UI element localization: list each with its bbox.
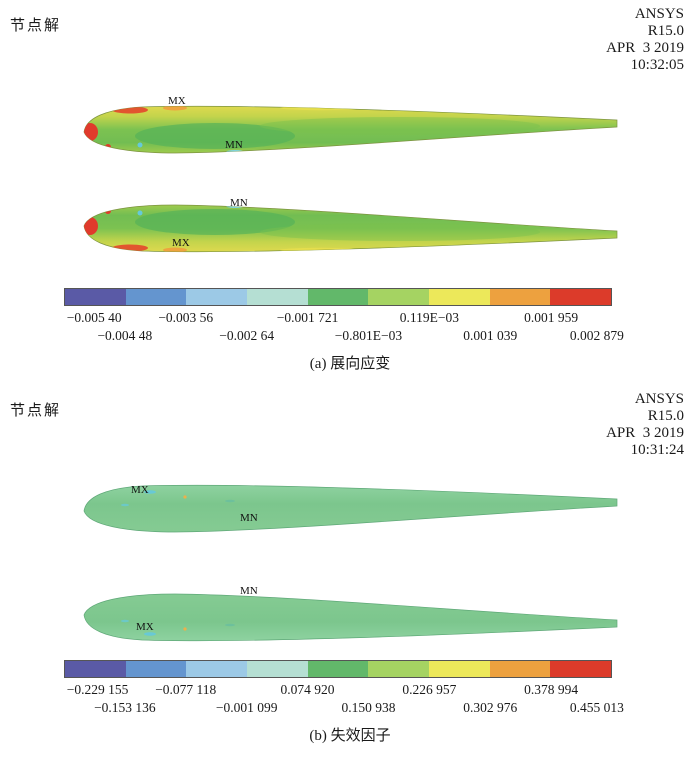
legend-colorbar [64,660,612,678]
ansys-brand: ANSYS [634,391,684,407]
legend-value: −0.001 721 [276,310,339,325]
legend-color-segment [125,289,187,305]
blade-contour-bottom: MN MX [80,192,620,262]
min-marker-label: MN [240,585,258,597]
legend-color-segment [429,289,490,305]
legend-color-segment [368,289,430,305]
panel-failure: 节点解 ANSYS R15.0 APR 3 2019 10:31:24 [0,385,700,758]
legend-value: 0.455 013 [569,700,624,715]
legend-color-segment [307,661,369,677]
ansys-time: 10:31:24 [630,442,684,458]
legend-color-segment [65,289,126,305]
blade-contour-image [83,105,618,154]
legend-value: −0.003 56 [158,310,214,325]
max-marker-label: MX [168,95,186,107]
figure-caption: (b) 失效因子 [309,728,391,744]
min-marker-label: MN [230,197,248,209]
ansys-brand: ANSYS [634,6,684,22]
legend-color-segment [65,661,126,677]
blade-contour-top: MX MN [80,96,620,166]
legend-color-segment [186,661,248,677]
legend-value: −0.077 118 [155,682,217,697]
legend-value: 0.150 938 [341,700,396,715]
blade-contour-image [83,484,618,533]
ansys-date: APR 3 2019 [606,40,684,56]
legend-value: −0.001 099 [215,700,278,715]
legend-value: 0.001 959 [524,310,579,325]
legend-color-segment [307,289,369,305]
ansys-time: 10:32:05 [630,57,684,73]
legend-value: −0.801E−03 [334,328,403,343]
legend-values-row1: −0.005 40 −0.003 56 −0.001 721 0.119E−03… [64,310,612,326]
legend-color-segment [368,661,430,677]
ansys-info-block: ANSYS R15.0 APR 3 2019 10:32:05 [606,6,684,74]
min-marker-label: MN [225,139,243,151]
blade-contour-image [83,593,618,642]
nodal-solution-label: 节点解 [10,403,62,419]
legend-value: 0.302 976 [463,700,518,715]
legend-color-segment [429,661,490,677]
figure-caption: (a) 展向应变 [309,356,391,372]
legend-color-segment [247,661,308,677]
legend-value: −0.004 48 [97,328,153,343]
ansys-info-block: ANSYS R15.0 APR 3 2019 10:31:24 [606,391,684,459]
ansys-date: APR 3 2019 [606,425,684,441]
legend-color-segment [125,661,187,677]
legend-value: 0.226 957 [402,682,457,697]
legend-value: 0.001 039 [463,328,518,343]
legend-value: 0.119E−03 [399,310,459,325]
nodal-solution-label: 节点解 [10,18,62,34]
legend-value: 0.074 920 [280,682,335,697]
blade-contour-bottom: MN MX [80,581,620,651]
max-marker-label: MX [172,237,190,249]
legend-color-segment [489,289,551,305]
legend-values-row2: −0.004 48 −0.002 64 −0.801E−03 0.001 039… [64,328,623,344]
blade-contour-top: MX MN [80,475,620,545]
legend-value: −0.229 155 [66,682,129,697]
legend-values-row1: −0.229 155 −0.077 118 0.074 920 0.226 95… [64,682,612,698]
blade-contour-image [83,204,618,253]
legend-colorbar [64,288,612,306]
legend-color-segment [550,289,612,305]
min-marker-label: MN [240,512,258,524]
legend-value: 0.002 879 [569,328,624,343]
ansys-version: R15.0 [647,23,684,39]
legend-value: −0.005 40 [66,310,122,325]
legend-color-segment [186,289,248,305]
legend-color-segment [550,661,612,677]
max-marker-label: MX [136,621,154,633]
legend-color-segment [247,289,308,305]
legend-value: −0.002 64 [219,328,275,343]
legend-values-row2: −0.153 136 −0.001 099 0.150 938 0.302 97… [64,700,624,716]
legend-value: −0.153 136 [94,700,156,715]
panel-strain: 节点解 ANSYS R15.0 APR 3 2019 10:32:05 [10,6,684,372]
legend-value: 0.378 994 [524,682,579,697]
ansys-version: R15.0 [647,408,684,424]
legend-color-segment [489,661,551,677]
max-marker-label: MX [131,484,149,496]
